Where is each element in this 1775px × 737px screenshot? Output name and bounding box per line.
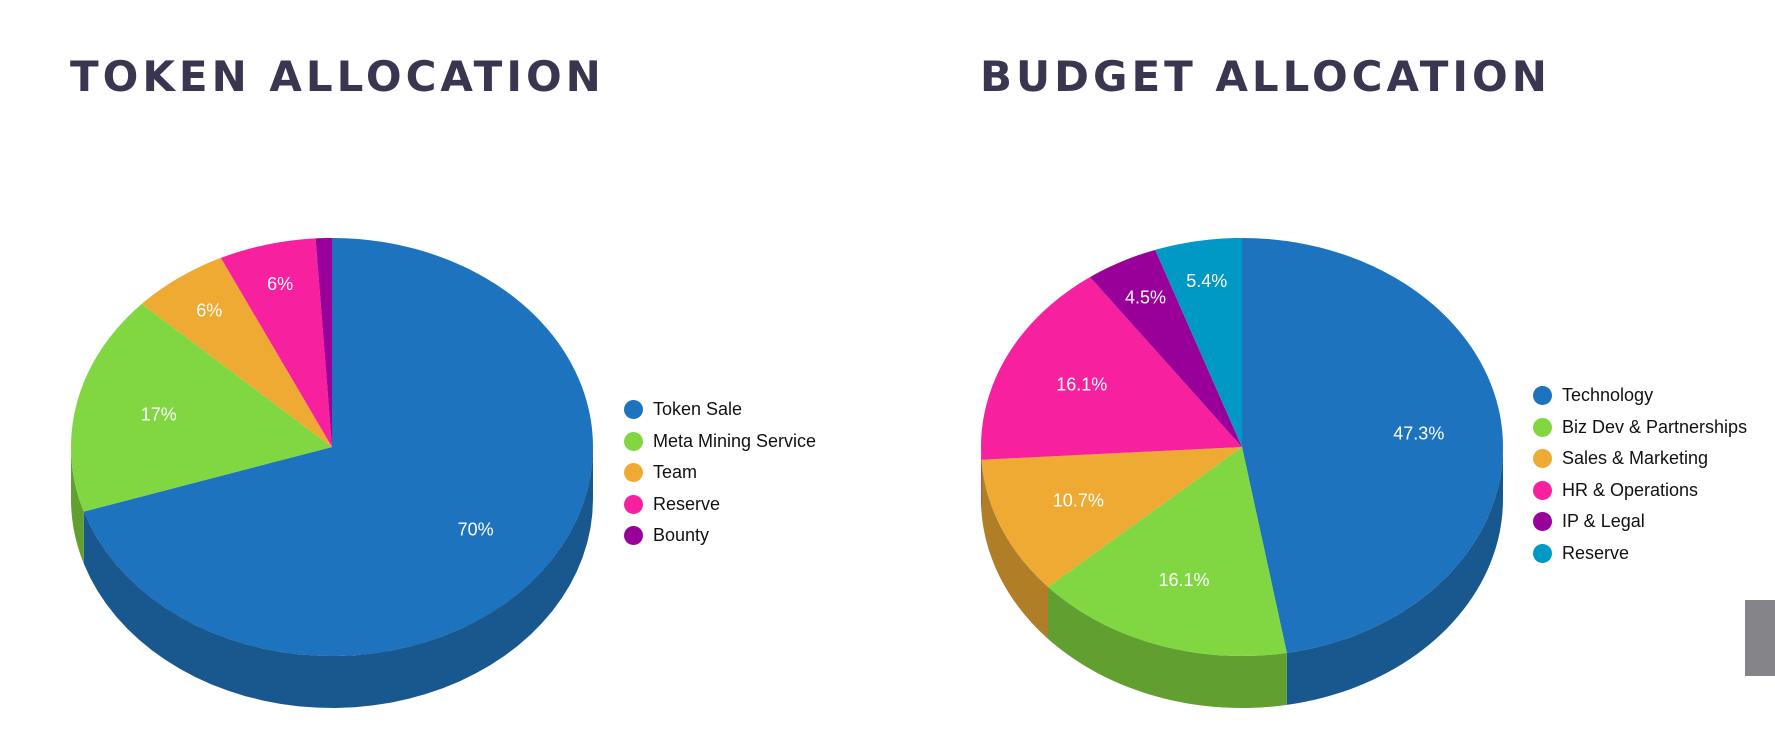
legend-dot-icon	[1533, 386, 1552, 406]
token-allocation-title: TOKEN ALLOCATION	[70, 52, 605, 101]
pie-slice-ip-legal[interactable]	[1090, 249, 1242, 447]
pie-side-biz-dev-partnerships	[1048, 586, 1287, 708]
pie-slice-meta-mining-service[interactable]	[71, 303, 332, 512]
pie-slice-sales-marketing[interactable]	[981, 447, 1242, 587]
side-scroll-tab[interactable]	[1745, 600, 1775, 676]
legend-item[interactable]: Reserve	[1533, 538, 1747, 570]
legend-label: Team	[653, 462, 698, 483]
legend-dot-icon	[1533, 480, 1552, 500]
legend-dot-icon	[1533, 543, 1552, 563]
legend-label: Meta Mining Service	[653, 430, 817, 451]
slice-value-label: 6%	[267, 274, 293, 294]
legend-dot-icon	[1533, 417, 1552, 437]
legend-label: Biz Dev & Partnerships	[1562, 416, 1748, 437]
slice-value-label: 4.5%	[1125, 287, 1166, 307]
slice-value-label: 5.4%	[1186, 271, 1227, 291]
slice-value-label: 70%	[458, 519, 494, 539]
pie-side-sales-marketing	[981, 459, 1049, 639]
legend-dot-icon	[624, 526, 643, 546]
slice-value-label: 6%	[196, 300, 222, 320]
pie-side-meta-mining-service	[71, 447, 84, 564]
legend-item[interactable]: Sales & Marketing	[1533, 443, 1747, 475]
legend-label: Bounty	[653, 525, 710, 546]
pie-slice-biz-dev-partnerships[interactable]	[1048, 447, 1287, 656]
legend-label: Technology	[1562, 385, 1654, 406]
legend-item[interactable]: Reserve	[624, 489, 816, 521]
pie-slice-technology[interactable]	[1242, 238, 1503, 653]
budget-allocation-legend: Technology Biz Dev & Partnerships Sales & …	[1533, 380, 1747, 569]
legend-dot-icon	[624, 400, 643, 420]
slice-value-label: 16.1%	[1159, 570, 1210, 590]
legend-item[interactable]: Meta Mining Service	[624, 426, 816, 458]
pie-slice-team[interactable]	[141, 257, 332, 447]
legend-item[interactable]: Token Sale	[624, 394, 816, 426]
slice-value-label: 47.3%	[1393, 423, 1444, 443]
legend-dot-icon	[1533, 449, 1552, 469]
pie-side-technology	[1286, 447, 1503, 705]
slice-value-label: 10.7%	[1053, 491, 1104, 511]
pie-slice-bounty[interactable]	[315, 238, 332, 447]
legend-label: Token Sale	[653, 399, 743, 420]
legend-item[interactable]: IP & Legal	[1533, 506, 1747, 538]
pie-side-token-sale	[83, 447, 594, 708]
pie-slice-token-sale[interactable]	[83, 238, 593, 656]
legend-item[interactable]: Bounty	[624, 520, 816, 552]
slice-value-label: 16.1%	[1056, 375, 1107, 395]
pie-slice-hr-operations[interactable]	[981, 277, 1242, 460]
legend-dot-icon	[1533, 512, 1552, 532]
legend-label: Reserve	[1562, 542, 1630, 563]
legend-item[interactable]: HR & Operations	[1533, 475, 1747, 507]
budget-allocation-title: BUDGET ALLOCATION	[980, 52, 1551, 101]
legend-label: HR & Operations	[1562, 479, 1699, 500]
legend-label: Reserve	[653, 493, 721, 514]
legend-item[interactable]: Technology	[1533, 380, 1747, 412]
token-allocation-legend: Token Sale Meta Mining Service Team Reserve…	[624, 394, 816, 552]
legend-dot-icon	[624, 431, 643, 451]
pie-slice-reserve[interactable]	[220, 238, 332, 447]
legend-item[interactable]: Team	[624, 457, 816, 489]
slice-value-label: 17%	[141, 405, 177, 425]
legend-label: Sales & Marketing	[1562, 448, 1709, 469]
legend-item[interactable]: Biz Dev & Partnerships	[1533, 412, 1747, 444]
pie-slice-reserve[interactable]	[1155, 238, 1242, 447]
legend-label: IP & Legal	[1562, 511, 1645, 532]
legend-dot-icon	[624, 494, 643, 514]
legend-dot-icon	[624, 463, 643, 483]
